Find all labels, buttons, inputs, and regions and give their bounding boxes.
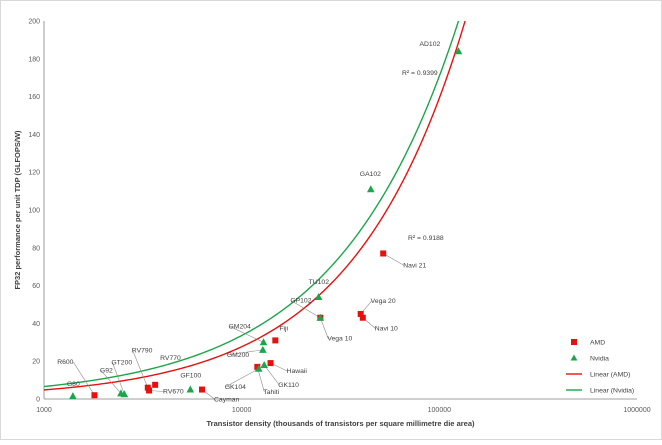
leader-line <box>225 368 259 388</box>
amd-point <box>199 386 206 393</box>
legend-nvidia-marker <box>570 354 578 361</box>
point-label: RV670 <box>163 388 184 395</box>
legend-label: Nvidia <box>590 356 609 363</box>
point-label: Fiji <box>279 325 288 332</box>
point-label: Cayman <box>214 397 240 404</box>
leader-line <box>320 317 329 339</box>
y-tick-label: 120 <box>28 170 40 177</box>
point-label: Navi 10 <box>375 326 398 333</box>
y-tick-label: 160 <box>28 94 40 101</box>
nvidia-point <box>454 47 463 55</box>
y-axis-title: FP32 performance per unit TDP (GLFOPS/W) <box>13 130 22 290</box>
data-points <box>69 47 463 400</box>
point-label: Navi 21 <box>403 262 426 269</box>
point-label: GM204 <box>229 323 252 330</box>
point-label: Vega 10 <box>327 336 352 343</box>
point-label: G80 <box>67 381 80 388</box>
leader-line <box>112 362 125 395</box>
y-tick-label: 180 <box>28 56 40 63</box>
nvidia-point <box>314 292 323 300</box>
x-tick-label: 10000 <box>232 407 252 414</box>
y-tick-label: 20 <box>32 359 40 366</box>
leader-line <box>100 370 122 394</box>
x-tick-label: 100000 <box>428 407 451 414</box>
nvidia-point <box>316 313 325 321</box>
nvidia-point <box>120 390 129 398</box>
point-label: GT200 <box>111 359 132 366</box>
amd-point <box>144 384 151 391</box>
trendline-amd <box>43 20 466 391</box>
legend-amd-marker <box>571 339 577 345</box>
y-tick-label: 140 <box>28 132 40 139</box>
amd-point <box>267 360 274 367</box>
amd-point <box>272 337 279 344</box>
nvidia-point <box>259 338 268 346</box>
leader-line <box>263 364 280 386</box>
point-label: AD102 <box>419 41 440 48</box>
x-axis-title: Transistor density (thousands of transis… <box>207 419 475 428</box>
nvidia-point <box>260 360 268 368</box>
point-label: GP102 <box>290 298 311 305</box>
leader-line <box>227 349 263 356</box>
point-label: Vega 20 <box>371 298 396 305</box>
data-point-labels: R600 RV670 RV790 RV770 Cayman Tahiti Hawaii Fij… <box>57 41 440 403</box>
point-label: GK104 <box>225 384 246 391</box>
leader-line <box>229 326 264 343</box>
y-tick-label: 0 <box>36 397 40 404</box>
nvidia-point <box>254 364 263 372</box>
x-tick-label: 1000000 <box>623 407 650 414</box>
leader-line <box>73 362 95 396</box>
r2-label-amd: R² = 0.9188 <box>408 235 444 242</box>
y-tick-labels: 0 20 40 60 80 100 120 140 160 180 200 <box>28 19 40 404</box>
point-label: RV790 <box>132 348 153 355</box>
y-tick-label: 100 <box>28 208 40 215</box>
leader-line <box>383 253 405 266</box>
leader-line <box>132 350 149 388</box>
point-label: GF100 <box>180 373 201 380</box>
amd-point <box>254 363 261 370</box>
amd-point <box>152 381 159 388</box>
trendline-nvidia <box>43 20 460 388</box>
r2-label-nvidia: R² = 0.9399 <box>402 70 438 77</box>
point-label: GA102 <box>360 171 381 178</box>
nvidia-point <box>186 385 195 393</box>
leader-line <box>291 300 321 318</box>
y-tick-label: 80 <box>32 245 40 252</box>
point-label: R600 <box>57 359 73 366</box>
legend-label: Linear (AMD) <box>590 372 630 379</box>
x-tick-label: 1000 <box>36 407 52 414</box>
point-label: Tahiti <box>263 389 279 396</box>
point-label: RV770 <box>160 355 181 362</box>
point-label: GM200 <box>227 352 250 359</box>
point-label: Hawaii <box>287 368 308 375</box>
nvidia-point <box>366 185 375 193</box>
amd-point <box>357 310 364 317</box>
legend-label: Linear (Nvidia) <box>590 388 634 395</box>
legend: AMD Nvidia Linear (AMD) Linear (Nvidia) <box>566 339 634 395</box>
legend-label: AMD <box>590 340 605 347</box>
y-tick-label: 200 <box>28 19 40 26</box>
point-label: G92 <box>100 367 113 374</box>
y-tick-label: 40 <box>32 321 40 328</box>
x-tick-labels: 1000 10000 100000 1000000 <box>36 407 651 414</box>
point-label: GK110 <box>278 382 299 389</box>
trendlines <box>43 20 466 391</box>
amd-point <box>91 392 98 399</box>
nvidia-point <box>259 345 267 353</box>
y-tick-label: 60 <box>32 283 40 290</box>
point-label: TU102 <box>309 279 330 286</box>
nvidia-point <box>69 392 77 400</box>
amd-point <box>380 250 387 257</box>
amd-point <box>359 314 366 321</box>
